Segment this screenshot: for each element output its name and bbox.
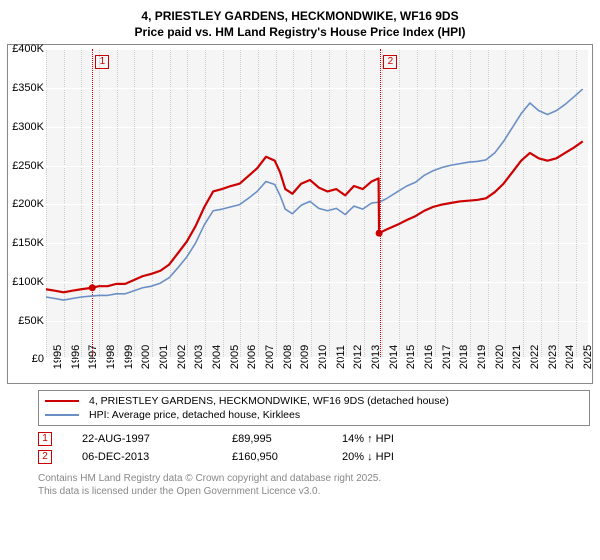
footer-line-1: Contains HM Land Registry data © Crown c… — [38, 472, 590, 485]
legend-swatch — [45, 414, 79, 416]
transaction-pct: 14% ↑ HPI — [342, 433, 394, 445]
transaction-pct: 20% ↓ HPI — [342, 451, 394, 463]
plot-frame: 1995199619971998199920002001200220032004… — [7, 44, 593, 384]
transaction-dot — [89, 285, 96, 292]
y-tick-label: £400K — [12, 43, 46, 55]
legend: 4, PRIESTLEY GARDENS, HECKMONDWIKE, WF16… — [38, 390, 590, 426]
transaction-date: 06-DEC-2013 — [82, 451, 202, 463]
y-tick-label: £100K — [12, 276, 46, 288]
legend-label: 4, PRIESTLEY GARDENS, HECKMONDWIKE, WF16… — [89, 395, 449, 407]
footer: Contains HM Land Registry data © Crown c… — [38, 472, 590, 498]
transaction-date: 22-AUG-1997 — [82, 433, 202, 445]
y-tick-label: £250K — [12, 160, 46, 172]
y-tick-label: £350K — [12, 82, 46, 94]
transaction-row: 1 22-AUG-1997 £89,995 14% ↑ HPI — [38, 430, 590, 448]
title-line-2: Price paid vs. HM Land Registry's House … — [6, 24, 594, 40]
y-tick-label: £150K — [12, 237, 46, 249]
plot-area: 1995199619971998199920002001200220032004… — [46, 49, 588, 357]
legend-label: HPI: Average price, detached house, Kirk… — [89, 409, 300, 421]
legend-row: 4, PRIESTLEY GARDENS, HECKMONDWIKE, WF16… — [45, 394, 583, 408]
chart-title: 4, PRIESTLEY GARDENS, HECKMONDWIKE, WF16… — [6, 8, 594, 40]
transactions-table: 1 22-AUG-1997 £89,995 14% ↑ HPI 2 06-DEC-2013… — [38, 430, 590, 466]
transaction-dot — [376, 230, 383, 237]
ygrid-line — [46, 359, 588, 360]
y-tick-label: £0 — [32, 353, 46, 365]
title-line-1: 4, PRIESTLEY GARDENS, HECKMONDWIKE, WF16… — [6, 8, 594, 24]
transaction-price: £89,995 — [232, 433, 312, 445]
y-tick-label: £300K — [12, 121, 46, 133]
transaction-number: 1 — [38, 432, 52, 446]
transaction-row: 2 06-DEC-2013 £160,950 20% ↓ HPI — [38, 448, 590, 466]
series-svg — [46, 49, 588, 357]
legend-row: HPI: Average price, detached house, Kirk… — [45, 408, 583, 422]
chart-container: 4, PRIESTLEY GARDENS, HECKMONDWIKE, WF16… — [0, 0, 600, 506]
transaction-number: 2 — [38, 450, 52, 464]
transaction-price: £160,950 — [232, 451, 312, 463]
y-tick-label: £50K — [18, 315, 46, 327]
legend-swatch — [45, 400, 79, 402]
series-price_paid — [46, 142, 583, 293]
footer-line-2: This data is licensed under the Open Gov… — [38, 485, 590, 498]
y-tick-label: £200K — [12, 198, 46, 210]
series-hpi — [46, 89, 583, 300]
